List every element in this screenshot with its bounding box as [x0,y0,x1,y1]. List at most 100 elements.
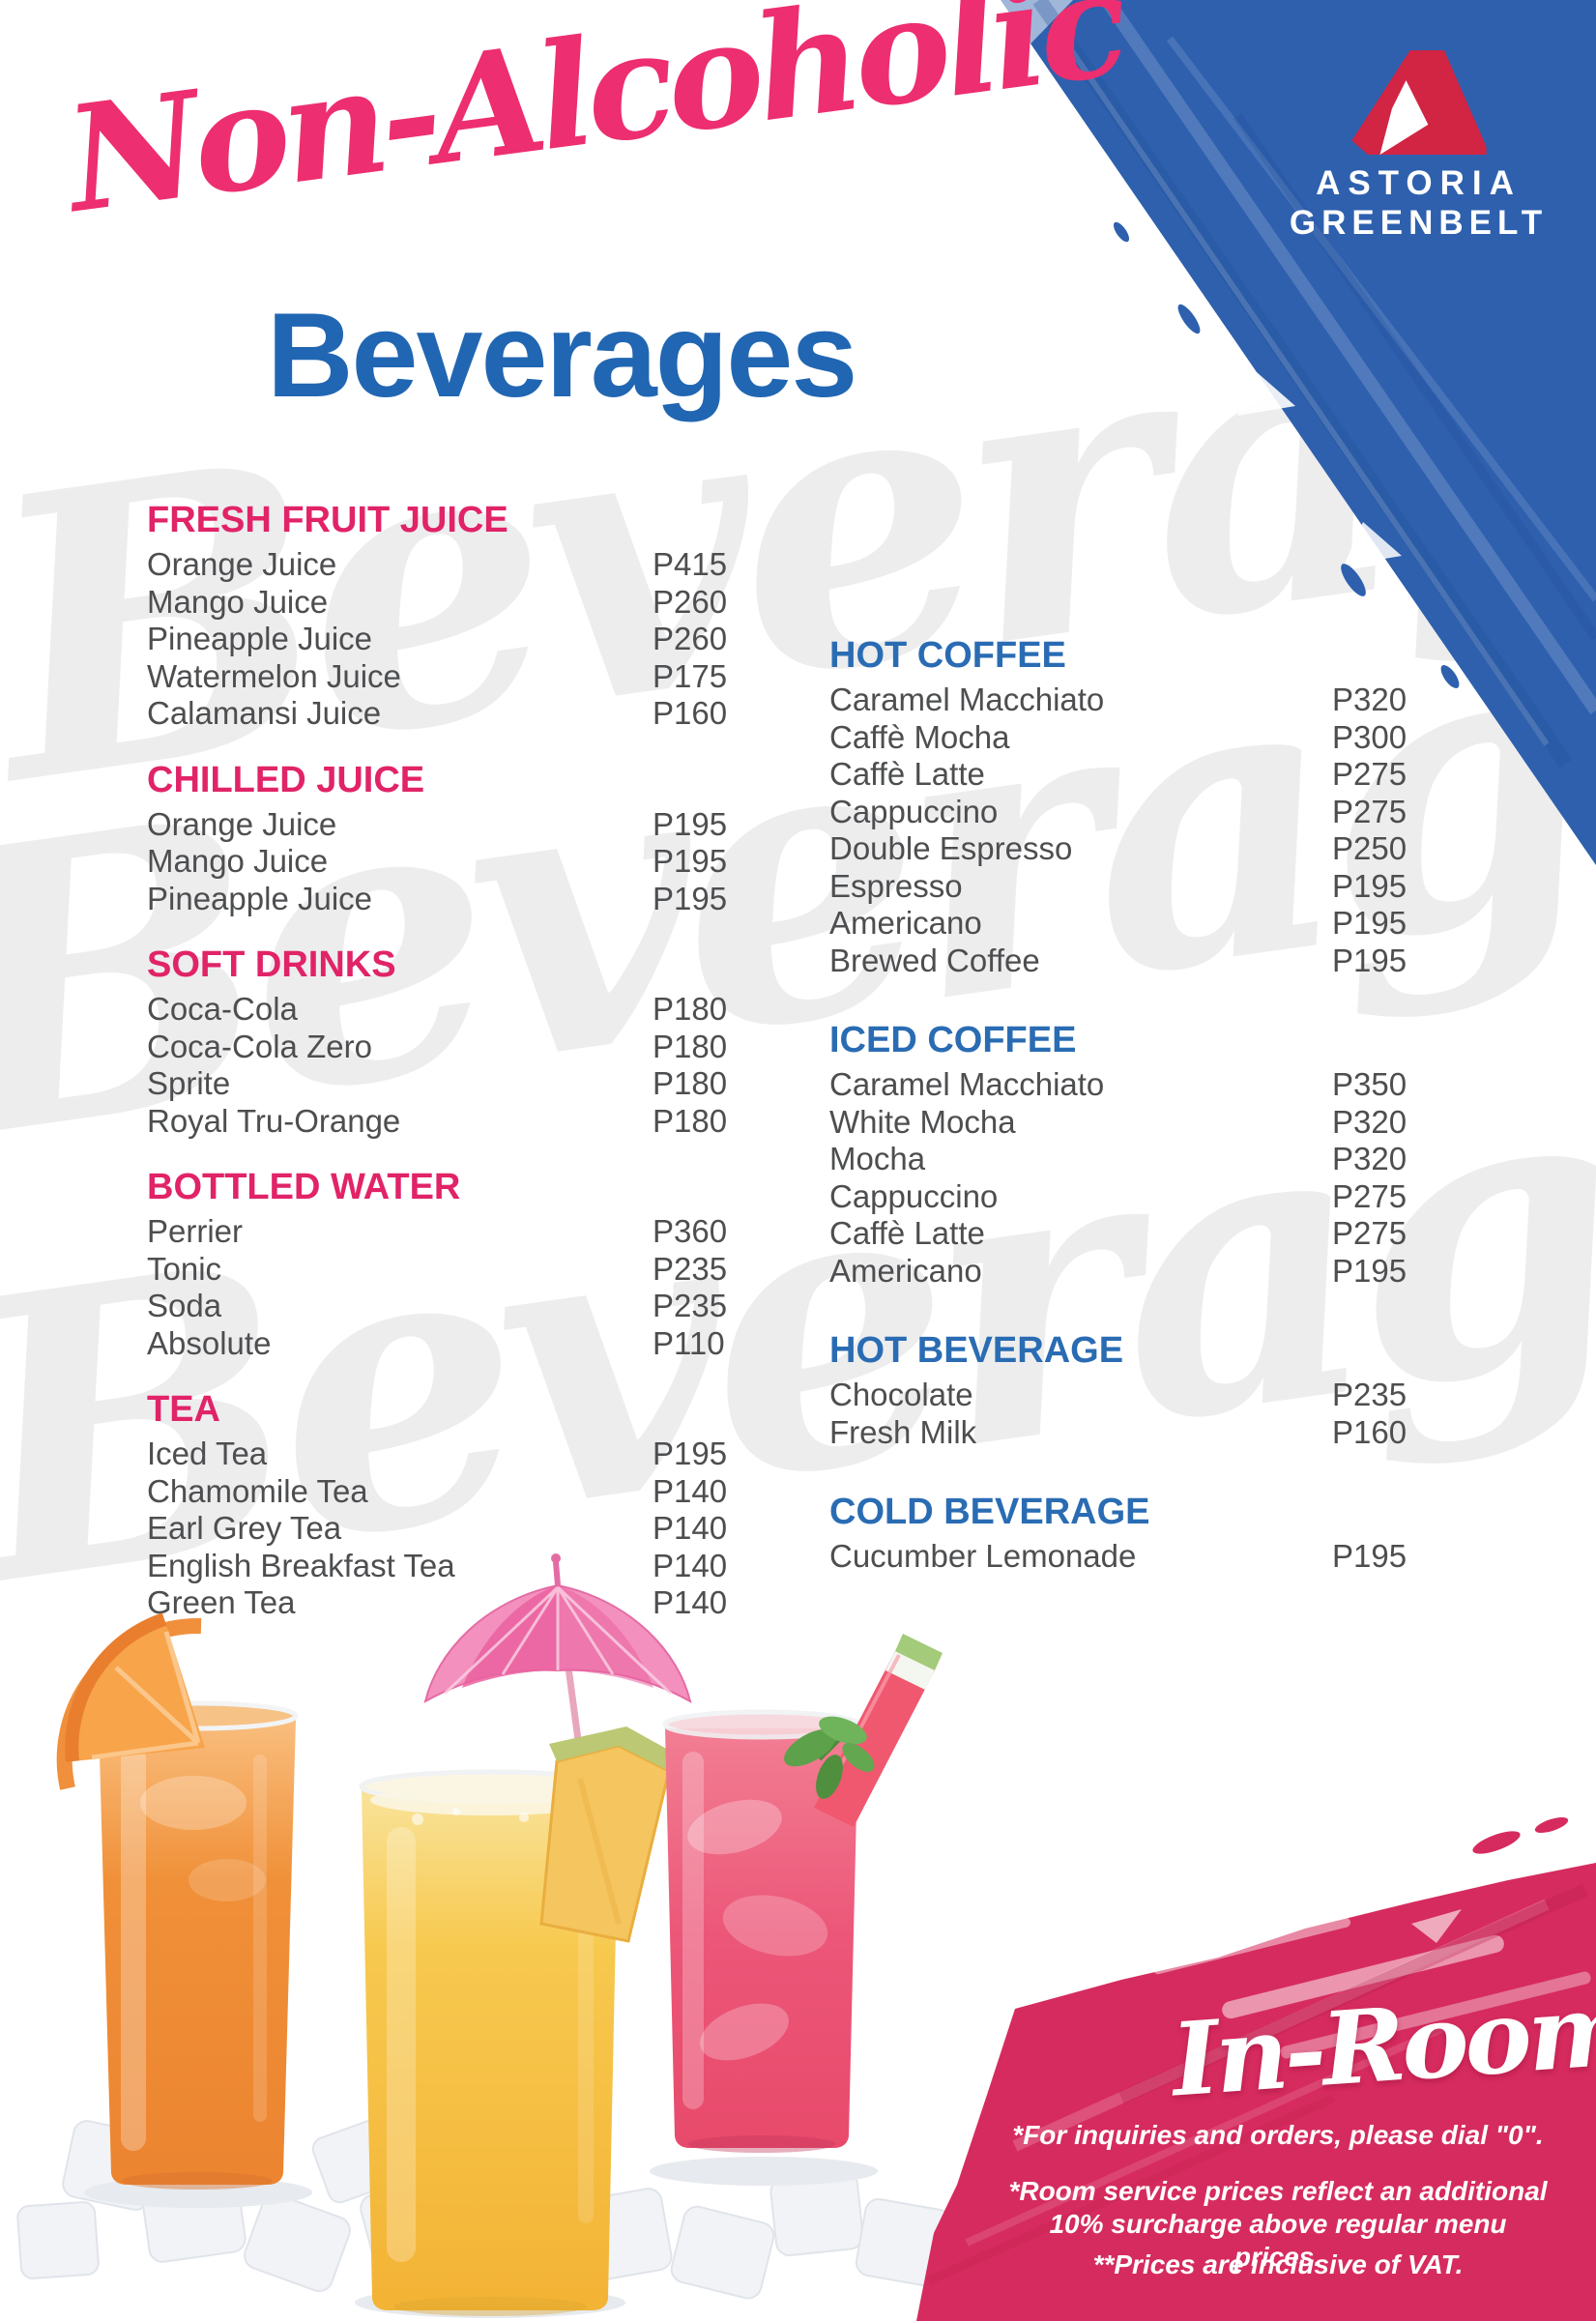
menu-column-left: FRESH FRUIT JUICE Orange Juice P415 Mang… [147,498,728,1647]
menu-item-label: Caffè Mocha [829,718,1010,755]
menu-item-price: P175 [653,657,728,694]
menu-item: English Breakfast Tea P140 [147,1547,728,1585]
menu-item: White Mocha P320 [829,1104,1407,1142]
menu-item: Green Tea P140 [147,1584,728,1622]
menu-item-label: Mango Juice [147,583,329,620]
menu-item: Pineapple Juice P260 [147,621,728,658]
menu-item: Caramel Macchiato P320 [829,682,1407,719]
menu-item-label: Americano [829,1252,982,1289]
menu-item-label: Chamomile Tea [147,1472,368,1509]
menu-item-label: Pineapple Juice [147,880,372,916]
menu-item-label: Cappuccino [829,793,999,829]
drinks-photo [16,1553,953,2318]
menu-item: Orange Juice P195 [147,805,728,844]
menu-item-price: P275 [1332,793,1407,829]
menu-item: Chocolate P235 [829,1377,1407,1414]
menu-items: Orange Juice P195 Mango Juice P195 Pinea… [147,805,728,918]
menu-item-price: P320 [1332,682,1407,717]
menu-item-price: P140 [653,1472,728,1509]
menu-item-price: P180 [653,1102,728,1139]
menu-item: Perrier P360 [147,1213,728,1251]
section-header: COLD BEVERAGE [829,1492,1150,1532]
menu-item-price: P140 [653,1547,728,1583]
menu-item: Pineapple Juice P195 [147,880,728,918]
menu-item-label: Earl Grey Tea [147,1510,342,1546]
menu-section: BOTTLED WATER Perrier P360 Tonic P235 So… [147,1165,728,1362]
section-header: HOT BEVERAGE [829,1330,1124,1371]
menu-item-price: P275 [1332,1215,1407,1251]
brand-logo: ASTORIA GREENBELT [1252,50,1585,244]
menu-item-label: Coca-Cola [147,991,298,1027]
menu-item-price: P195 [653,880,728,916]
menu-item-price: P260 [653,583,728,620]
menu-section: FRESH FRUIT JUICE Orange Juice P415 Mang… [147,498,728,733]
menu-items: Chocolate P235 Fresh Milk P160 [829,1377,1407,1451]
menu-section: SOFT DRINKS Coca-Cola P180 Coca-Cola Zer… [147,943,728,1141]
menu-item-price: P195 [653,843,728,879]
menu-item-price: P140 [653,1584,728,1620]
menu-item-price: P350 [1332,1066,1407,1102]
menu-item: Cappuccino P275 [829,1177,1407,1216]
menu-item-price: P320 [1332,1141,1407,1176]
menu-item: Caffè Latte P275 [829,756,1407,794]
menu-item: Brewed Coffee P195 [829,942,1407,980]
menu-item-price: P360 [653,1213,728,1249]
astoria-a-icon [1350,50,1487,155]
section-header: HOT COFFEE [829,635,1066,676]
menu-item-label: Tonic [147,1250,222,1287]
menu-item-price: P195 [1332,1252,1407,1289]
menu-item: Mango Juice P195 [147,843,728,881]
menu-item-label: Caffè Latte [829,756,985,792]
menu-item: Chamomile Tea P140 [147,1472,728,1511]
menu-section: HOT BEVERAGE Chocolate P235 Fresh Milk P… [829,1328,1407,1451]
menu-item-price: P260 [653,621,728,656]
menu-item-label: Cappuccino [829,1177,999,1214]
menu-item-price: P195 [653,805,728,842]
menu-item: Watermelon Juice P175 [147,657,728,696]
menu-section: COLD BEVERAGE Cucumber Lemonade P195 [829,1490,1407,1576]
menu-item: Royal Tru-Orange P180 [147,1102,728,1141]
menu-item: Americano P195 [829,905,1407,943]
menu-item-label: Absolute [147,1324,272,1361]
menu-item-label: Coca-Cola Zero [147,1028,372,1064]
orange-slice-garnish [56,1612,206,1790]
menu-items: Coca-Cola P180 Coca-Cola Zero P180 Sprit… [147,991,728,1141]
menu-item-price: P195 [653,1436,728,1471]
blue-brush-stroke [1001,0,1596,865]
menu-item: Coca-Cola Zero P180 [147,1028,728,1066]
menu-item-price: P110 [653,1324,725,1361]
menu-item: Mocha P320 [829,1141,1407,1178]
menu-item-price: P160 [1332,1413,1407,1450]
menu-item-label: Americano [829,905,982,941]
menu-section: TEA Iced Tea P195 Chamomile Tea P140 Ear… [147,1387,728,1622]
menu-item: Earl Grey Tea P140 [147,1510,727,1548]
menu-item-price: P235 [653,1250,728,1287]
menu-column-right: HOT COFFEE Caramel Macchiato P320 Caffè … [829,633,1407,1614]
section-header: TEA [147,1389,220,1430]
menu-item-price: P415 [653,546,728,582]
menu-item: Caramel Macchiato P350 [829,1066,1407,1104]
menu-item: Americano P195 [829,1252,1407,1291]
menu-item: Caffè Latte P275 [829,1215,1407,1253]
menu-item-label: Caffè Latte [829,1215,985,1251]
menu-item-label: Watermelon Juice [147,657,401,694]
menu-item: Caffè Mocha P300 [829,718,1407,757]
menu-item: Orange Juice P415 [147,546,728,584]
menu-item: Sprite P180 [147,1065,727,1103]
menu-section: HOT COFFEE Caramel Macchiato P320 Caffè … [829,633,1407,980]
menu-items: Iced Tea P195 Chamomile Tea P140 Earl Gr… [147,1436,728,1622]
menu-item-label: Perrier [147,1213,244,1249]
menu-item: Mango Juice P260 [147,583,728,622]
menu-item-label: Orange Juice [147,805,337,842]
menu-item-label: Chocolate [829,1377,973,1412]
menu-item-label: Mocha [829,1141,926,1176]
menu-item-price: P180 [653,1028,728,1064]
menu-item-label: Mango Juice [147,843,329,879]
menu-item: Tonic P235 [147,1250,728,1289]
menu-item-price: P195 [1332,1538,1407,1574]
mint-leaves-garnish [784,1716,875,1799]
menu-item-label: Brewed Coffee [829,942,1040,978]
menu-section: CHILLED JUICE Orange Juice P195 Mango Ju… [147,758,728,918]
menu-item-label: Espresso [829,867,963,904]
